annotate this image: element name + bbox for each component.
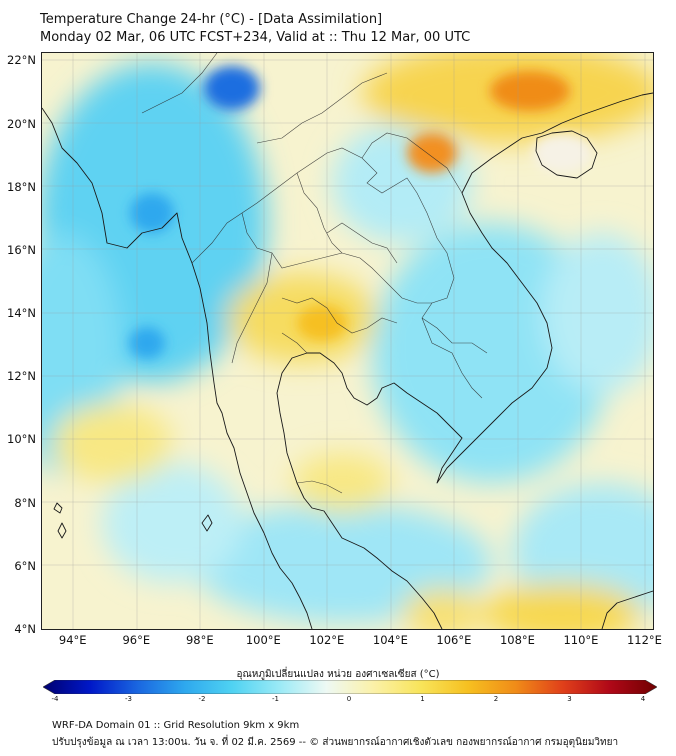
- lon-label: 110°E: [563, 633, 599, 647]
- lon-label: 102°E: [309, 633, 345, 647]
- lat-label: 4°N: [14, 622, 36, 636]
- lat-label: 18°N: [7, 179, 36, 194]
- lon-label: 108°E: [499, 633, 535, 647]
- footer-credit: ปรับปรุงข้อมูล ณ เวลา 13:00น. วัน จ. ที่…: [52, 737, 619, 748]
- lat-label: 6°N: [14, 558, 36, 573]
- lat-label: 10°N: [7, 432, 36, 447]
- chart-subtitle: Monday 02 Mar, 06 UTC FCST+234, Valid at…: [40, 30, 471, 45]
- coastlines: [42, 92, 653, 629]
- lon-label: 94°E: [58, 633, 87, 647]
- colorbar-tick: -3: [125, 695, 132, 703]
- lat-label: 22°N: [7, 53, 36, 68]
- lat-label: 14°N: [7, 306, 36, 321]
- colorbar-tick: 3: [567, 695, 572, 703]
- colorbar-tick: -4: [51, 695, 59, 703]
- borders: [141, 53, 488, 494]
- lat-label: 16°N: [7, 242, 36, 257]
- lon-label: 96°E: [122, 633, 151, 647]
- colorbar-gradient: [43, 680, 657, 694]
- colorbar-tick: -1: [272, 695, 279, 703]
- field-extremes: [129, 66, 592, 359]
- lon-label: 106°E: [436, 633, 472, 647]
- colorbar-tick: 1: [420, 695, 425, 703]
- colorbar-title: อุณหภูมิเปลี่ยนแปลง หน่วย องศาเซลเซียส (…: [236, 669, 440, 680]
- colorbar-tick: 0: [346, 695, 352, 703]
- lon-label: 112°E: [626, 633, 662, 647]
- colorbar-tick: 4: [640, 695, 646, 703]
- lat-label: 20°N: [7, 116, 36, 131]
- footer-model-info: WRF-DA Domain 01 :: Grid Resolution 9km …: [52, 720, 300, 731]
- graticule: [42, 53, 653, 629]
- colorbar-tick: 2: [493, 695, 499, 703]
- map-canvas: [42, 53, 653, 629]
- lat-label: 12°N: [7, 369, 36, 384]
- lat-label: 8°N: [14, 495, 36, 510]
- chart-title: Temperature Change 24-hr (°C) - [Data As…: [40, 12, 383, 27]
- temperature-change-map[interactable]: [41, 52, 654, 630]
- lon-label: 98°E: [185, 633, 214, 647]
- lon-label: 100°E: [245, 633, 281, 647]
- colorbar: [43, 680, 657, 694]
- lon-label: 104°E: [372, 633, 408, 647]
- colorbar-tick: -2: [198, 695, 206, 703]
